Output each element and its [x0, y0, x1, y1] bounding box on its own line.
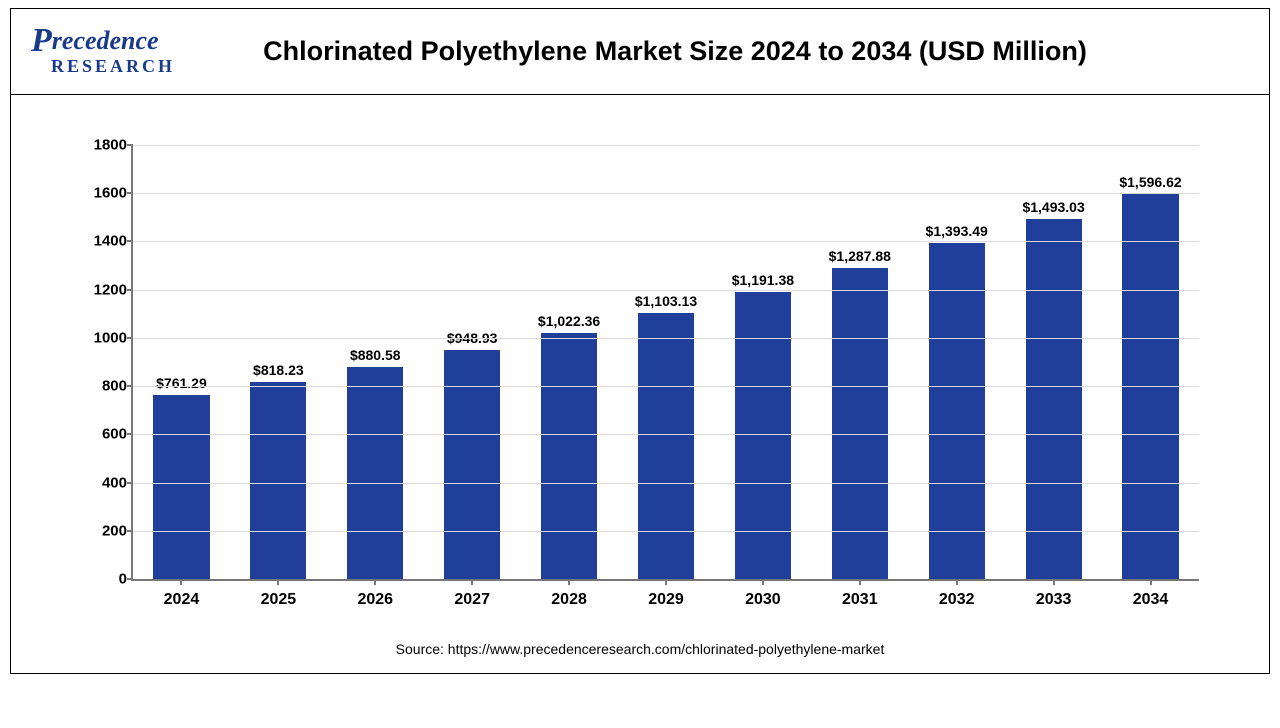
x-tick — [762, 579, 764, 585]
bar-slot: $1,191.382030 — [714, 145, 811, 579]
chart-area: $761.292024$818.232025$880.582026$948.93… — [11, 95, 1269, 673]
gridline — [133, 290, 1199, 291]
y-axis-label: 600 — [79, 426, 127, 443]
bar-slot: $818.232025 — [230, 145, 327, 579]
gridline — [133, 145, 1199, 146]
x-axis-label: 2033 — [1036, 591, 1072, 609]
y-tick — [127, 482, 133, 484]
gridline — [133, 483, 1199, 484]
y-tick — [127, 433, 133, 435]
y-tick — [127, 530, 133, 532]
x-tick — [374, 579, 376, 585]
x-tick — [859, 579, 861, 585]
bar-slot: $948.932027 — [424, 145, 521, 579]
logo-sub: RESEARCH — [51, 56, 221, 77]
bar-value-label: $1,393.49 — [926, 223, 988, 239]
bar-value-label: $1,596.62 — [1119, 174, 1181, 190]
y-axis-label: 1600 — [79, 185, 127, 202]
bar-slot: $1,596.622034 — [1102, 145, 1199, 579]
y-axis-label: 1000 — [79, 329, 127, 346]
plot-area: $761.292024$818.232025$880.582026$948.93… — [131, 145, 1199, 581]
gridline — [133, 531, 1199, 532]
chart: $761.292024$818.232025$880.582026$948.93… — [51, 125, 1229, 635]
gridline — [133, 386, 1199, 387]
x-axis-label: 2031 — [842, 591, 878, 609]
y-axis-label: 0 — [79, 571, 127, 588]
bar — [153, 395, 209, 579]
gridline — [133, 434, 1199, 435]
bar-value-label: $1,287.88 — [829, 248, 891, 264]
y-tick — [127, 385, 133, 387]
y-axis-label: 1800 — [79, 137, 127, 154]
bar-slot: $1,393.492032 — [908, 145, 1005, 579]
gridline — [133, 241, 1199, 242]
bar-value-label: $1,191.38 — [732, 272, 794, 288]
y-tick — [127, 192, 133, 194]
gridline — [133, 193, 1199, 194]
y-tick — [127, 240, 133, 242]
bar — [250, 382, 306, 579]
y-tick — [127, 289, 133, 291]
chart-title: Chlorinated Polyethylene Market Size 202… — [221, 36, 1249, 67]
y-tick — [127, 578, 133, 580]
chart-container: Precedence RESEARCH Chlorinated Polyethy… — [10, 8, 1270, 674]
bar-slot: $880.582026 — [327, 145, 424, 579]
x-axis-label: 2034 — [1133, 591, 1169, 609]
y-axis-label: 200 — [79, 522, 127, 539]
x-tick — [568, 579, 570, 585]
x-axis-label: 2025 — [261, 591, 297, 609]
bar-value-label: $1,103.13 — [635, 293, 697, 309]
x-axis-label: 2028 — [551, 591, 587, 609]
bar-value-label: $761.29 — [156, 375, 207, 391]
y-axis-label: 1400 — [79, 233, 127, 250]
x-axis-label: 2026 — [357, 591, 393, 609]
bar — [1026, 219, 1082, 579]
bar — [929, 243, 985, 579]
bar-value-label: $1,022.36 — [538, 313, 600, 329]
logo-p: P — [31, 22, 52, 59]
x-tick — [956, 579, 958, 585]
bar — [638, 313, 694, 579]
bar-slot: $1,022.362028 — [521, 145, 618, 579]
brand-logo: Precedence RESEARCH — [31, 26, 221, 78]
y-axis-label: 1200 — [79, 281, 127, 298]
x-tick — [471, 579, 473, 585]
bar — [541, 333, 597, 580]
logo-top: Precedence — [31, 26, 221, 57]
x-tick — [665, 579, 667, 585]
bars-group: $761.292024$818.232025$880.582026$948.93… — [133, 145, 1199, 579]
bar — [444, 350, 500, 579]
bar — [347, 367, 403, 579]
y-tick — [127, 144, 133, 146]
bar-slot: $1,287.882031 — [811, 145, 908, 579]
bar-value-label: $818.23 — [253, 362, 304, 378]
bar-slot: $1,493.032033 — [1005, 145, 1102, 579]
source-text: Source: https://www.precedenceresearch.c… — [51, 635, 1229, 659]
bar-slot: $1,103.132029 — [618, 145, 715, 579]
gridline — [133, 338, 1199, 339]
y-tick — [127, 337, 133, 339]
bar — [832, 268, 888, 579]
x-tick — [1053, 579, 1055, 585]
logo-rest: recedence — [52, 26, 159, 55]
bar-value-label: $1,493.03 — [1022, 199, 1084, 215]
x-axis-label: 2029 — [648, 591, 684, 609]
header: Precedence RESEARCH Chlorinated Polyethy… — [11, 9, 1269, 95]
x-tick — [180, 579, 182, 585]
x-axis-label: 2032 — [939, 591, 975, 609]
y-axis-label: 800 — [79, 378, 127, 395]
y-axis-label: 400 — [79, 474, 127, 491]
x-tick — [277, 579, 279, 585]
x-axis-label: 2030 — [745, 591, 781, 609]
bar — [735, 292, 791, 579]
x-axis-label: 2024 — [164, 591, 200, 609]
bar-slot: $761.292024 — [133, 145, 230, 579]
x-tick — [1150, 579, 1152, 585]
x-axis-label: 2027 — [454, 591, 490, 609]
bar-value-label: $880.58 — [350, 347, 401, 363]
